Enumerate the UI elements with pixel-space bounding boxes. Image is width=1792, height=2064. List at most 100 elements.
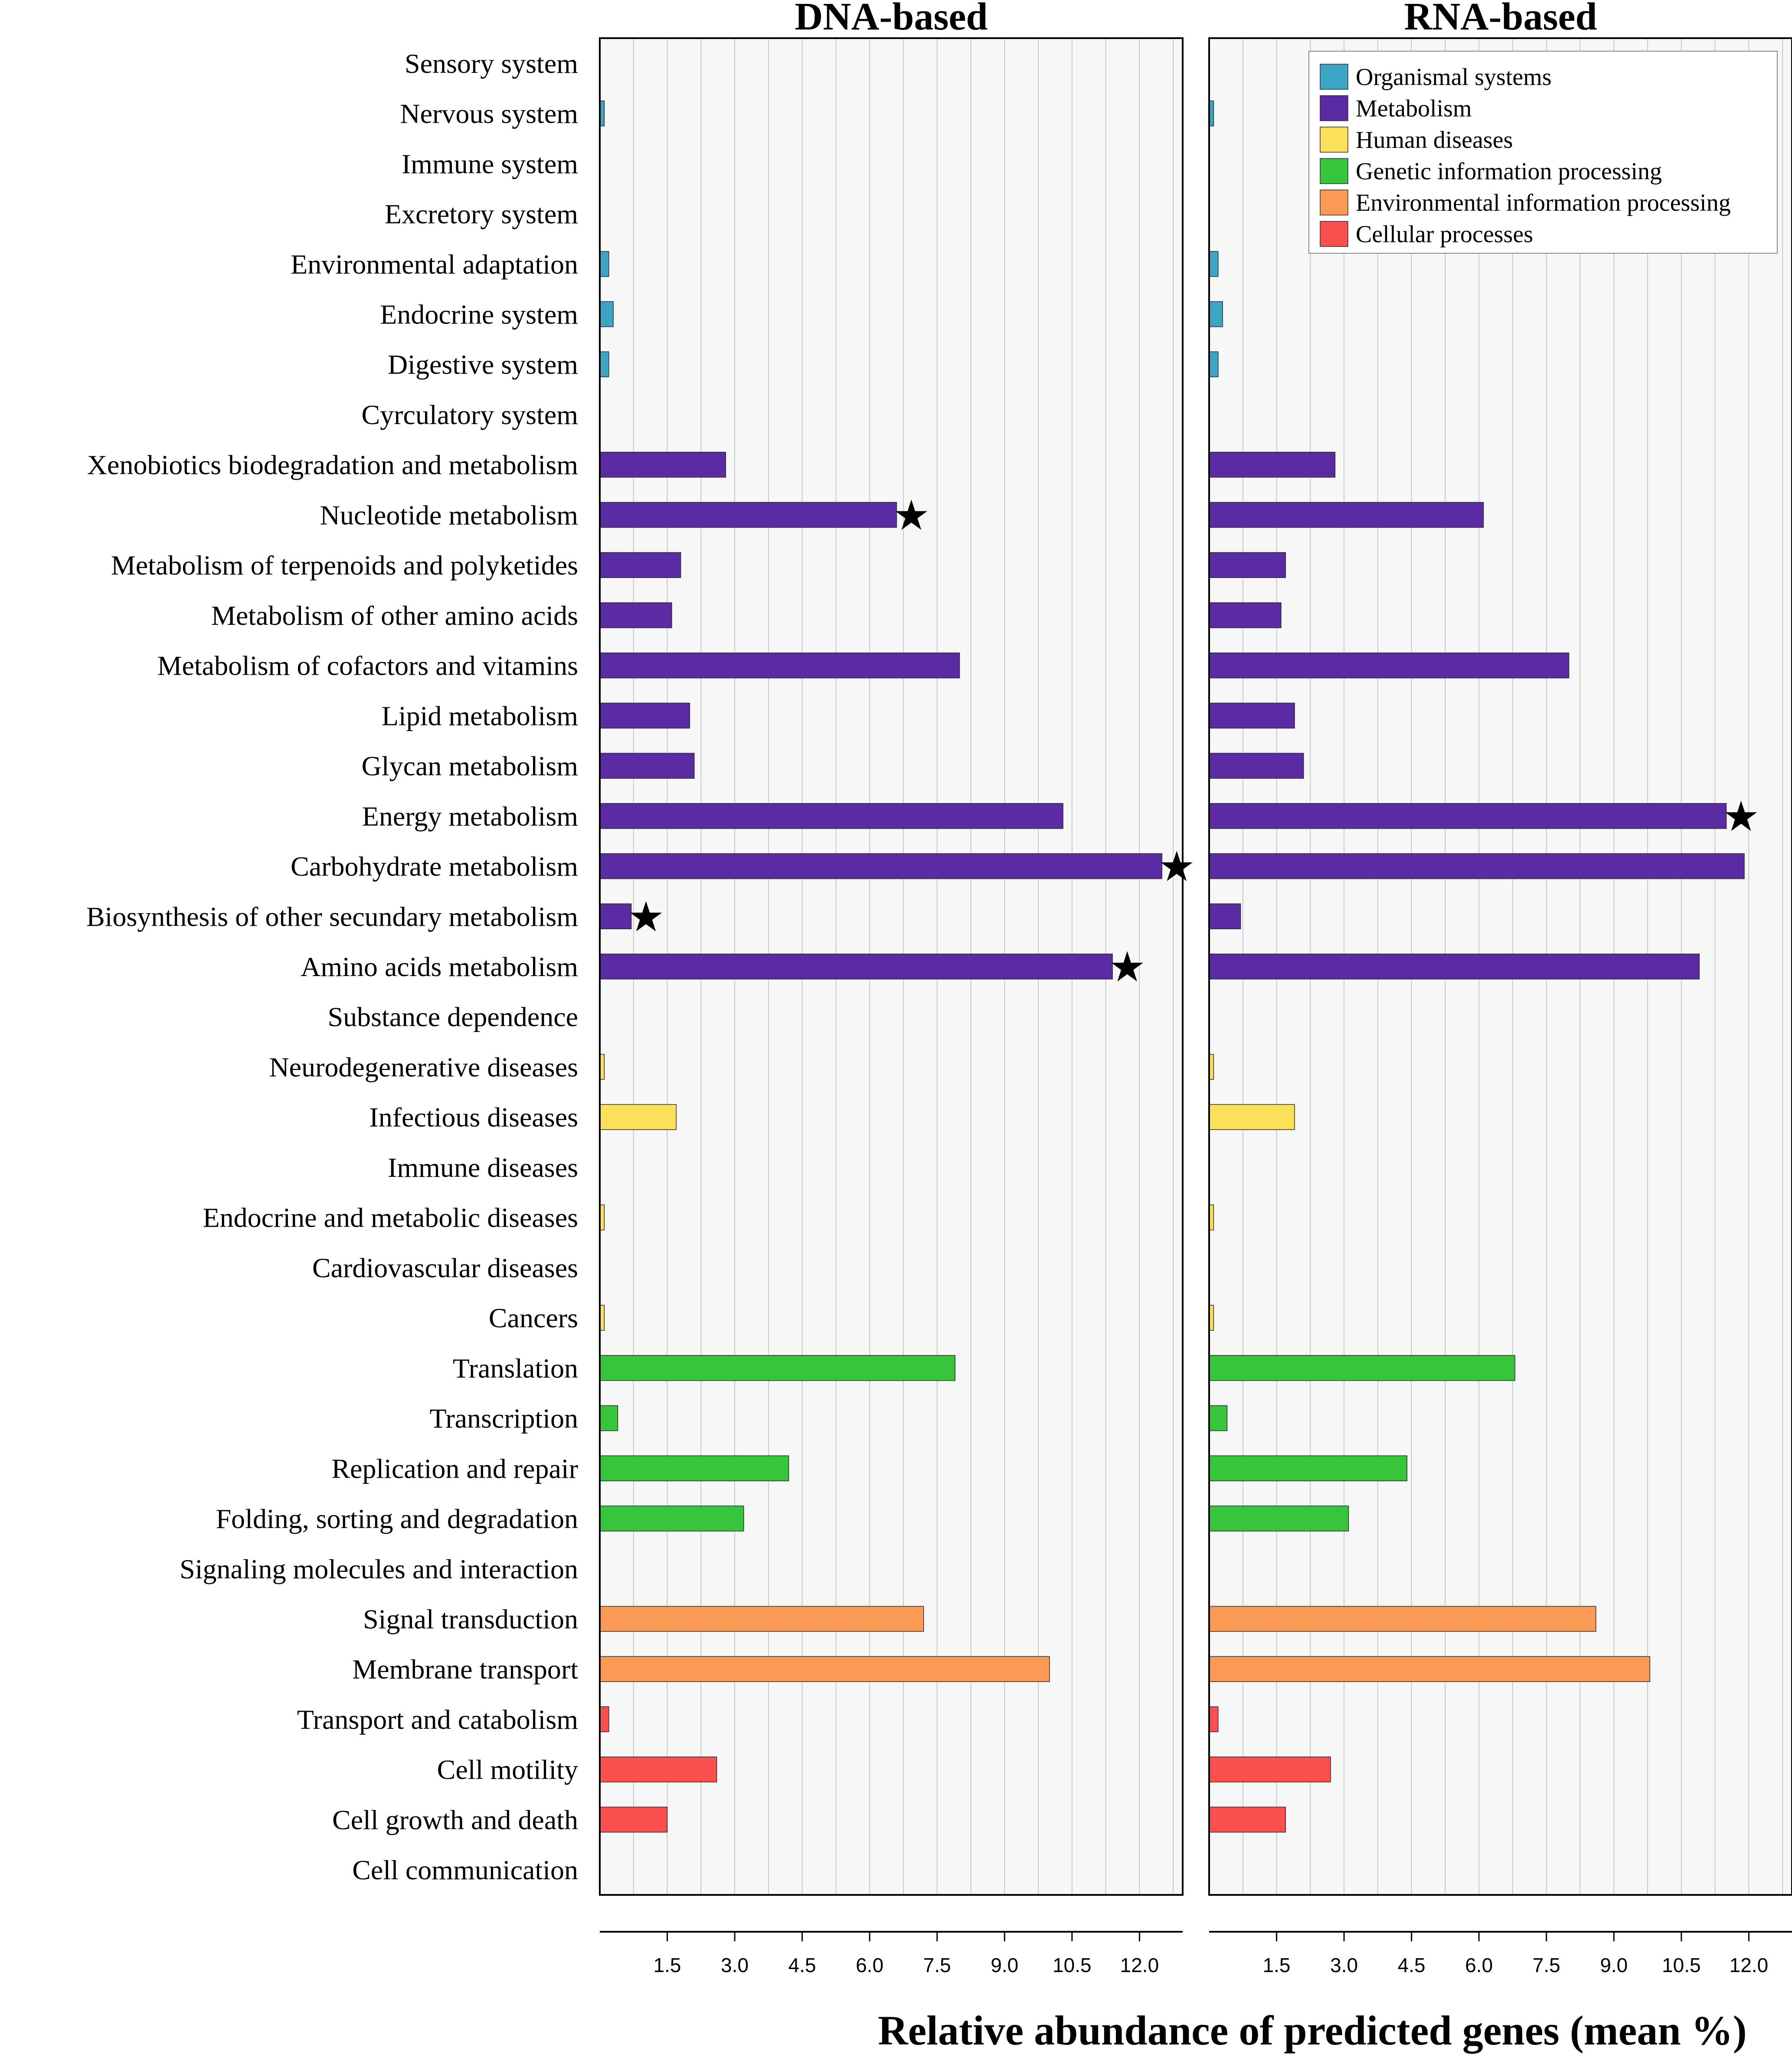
bar <box>599 1405 618 1431</box>
legend-swatch <box>1320 189 1348 216</box>
legend-label: Human diseases <box>1356 127 1513 153</box>
category-label: Cancers <box>489 1303 578 1333</box>
category-label: Digestive system <box>388 349 578 380</box>
bar <box>1209 954 1700 980</box>
category-label: Biosynthesis of other secundary metaboli… <box>86 901 578 932</box>
x-tick-label: 3.0 <box>721 1954 749 1976</box>
bar <box>1209 903 1241 930</box>
x-tick-label: 12.0 <box>1120 1954 1159 1976</box>
category-label: Immune system <box>402 148 578 179</box>
x-tick-label: 7.5 <box>923 1954 951 1976</box>
panel-dna: ★ ★ ★ ★ DNA-based 1.5 3.0 4.5 6.0 7.5 9.0 10.5 12.0 <box>599 0 1195 1976</box>
bar <box>1209 1806 1286 1833</box>
x-tick-label: 4.5 <box>788 1954 816 1976</box>
category-label: Metabolism of terpenoids and polyketides <box>111 550 578 581</box>
category-label: Membrane transport <box>352 1654 578 1685</box>
category-label: Glycan metabolism <box>362 751 578 781</box>
legend-label: Environmental information processing <box>1356 189 1731 216</box>
category-label: Signal transduction <box>363 1604 578 1634</box>
panel-title: DNA-based <box>795 0 988 38</box>
bar <box>599 1104 677 1130</box>
category-label: Nucleotide metabolism <box>320 500 578 530</box>
bar <box>1209 1455 1408 1482</box>
category-label: Translation <box>453 1353 578 1384</box>
legend-swatch <box>1320 158 1348 184</box>
category-label: Endocrine and metabolic diseases <box>203 1202 578 1233</box>
bar <box>599 1355 955 1381</box>
category-label: Cardiovascular diseases <box>312 1252 578 1283</box>
bar <box>1209 1355 1515 1381</box>
bar <box>1209 702 1295 729</box>
bar <box>1209 251 1219 277</box>
panel-title: RNA-based <box>1404 0 1597 38</box>
bar <box>599 301 614 327</box>
category-label: Infectious diseases <box>369 1102 578 1133</box>
legend-swatch <box>1320 64 1348 90</box>
bar <box>599 803 1063 829</box>
bar <box>599 251 609 277</box>
legend-label: Metabolism <box>1356 95 1472 122</box>
bar <box>1209 1606 1596 1632</box>
x-tick-label: 10.5 <box>1053 1954 1092 1976</box>
bar <box>1209 1756 1331 1783</box>
category-label: Amino acids metabolism <box>301 951 578 982</box>
panel-frame <box>1208 37 1792 1896</box>
x-tick-label: 9.0 <box>1600 1954 1628 1976</box>
category-label: Metabolism of cofactors and vitamins <box>157 650 578 681</box>
bar <box>599 1706 609 1732</box>
bar <box>1209 301 1223 327</box>
panel-rna: ★ RNA-based 1.5 3.0 4.5 6.0 7.5 9.0 10.5 12.0 <box>1208 0 1792 1976</box>
bar <box>1209 1405 1228 1431</box>
bar <box>599 602 672 628</box>
bar <box>599 753 695 779</box>
legend-swatch <box>1320 95 1348 121</box>
category-label: Substance dependence <box>327 1002 578 1032</box>
x-tick-label: 3.0 <box>1330 1954 1358 1976</box>
bar <box>1209 1506 1349 1532</box>
bar <box>599 552 681 578</box>
category-label: Neurodegenerative diseases <box>269 1052 578 1082</box>
legend-swatch <box>1320 127 1348 153</box>
legend-swatch <box>1320 221 1348 247</box>
category-label: Energy metabolism <box>362 801 578 832</box>
bar <box>599 451 726 478</box>
legend-label: Genetic information processing <box>1356 158 1662 185</box>
category-label: Sensory system <box>405 48 578 79</box>
bar <box>1209 652 1570 679</box>
bar <box>1209 753 1304 779</box>
category-label: Folding, sorting and degradation <box>216 1503 578 1534</box>
category-label: Environmental adaptation <box>291 249 578 280</box>
bar <box>599 903 632 930</box>
x-tick-label: 6.0 <box>1465 1954 1493 1976</box>
x-tick-label: 4.5 <box>1398 1954 1426 1976</box>
category-label: Immune diseases <box>388 1152 578 1183</box>
x-tick-label: 12.0 <box>1730 1954 1769 1976</box>
category-label: Nervous system <box>400 98 578 129</box>
category-label: Cell growth and death <box>332 1804 578 1835</box>
legend-box <box>1308 51 1778 254</box>
bar <box>599 502 897 528</box>
bar <box>599 1656 1050 1682</box>
significance-star: ★ <box>1109 943 1146 991</box>
category-label: Excretory system <box>385 199 578 229</box>
legend-label: Cellular processes <box>1356 221 1533 248</box>
category-label: Replication and repair <box>331 1453 578 1484</box>
category-label: Carbohydrate metabolism <box>291 851 578 882</box>
bar <box>599 652 960 679</box>
significance-star: ★ <box>628 892 665 941</box>
category-label: Cyrculatory system <box>362 399 578 430</box>
significance-star: ★ <box>1723 792 1760 841</box>
category-label: Cell communication <box>352 1855 578 1885</box>
bar <box>599 1506 744 1532</box>
x-tick-label: 7.5 <box>1533 1954 1560 1976</box>
bar <box>599 1606 924 1632</box>
bar <box>599 351 609 377</box>
category-label: Xenobiotics biodegradation and metabolis… <box>87 450 578 480</box>
x-axis: 1.5 3.0 4.5 6.0 7.5 9.0 10.5 12.0 <box>600 1931 1183 1976</box>
bar <box>1209 1706 1219 1732</box>
bar <box>1209 552 1286 578</box>
bar <box>1209 451 1336 478</box>
bar <box>599 1806 668 1833</box>
